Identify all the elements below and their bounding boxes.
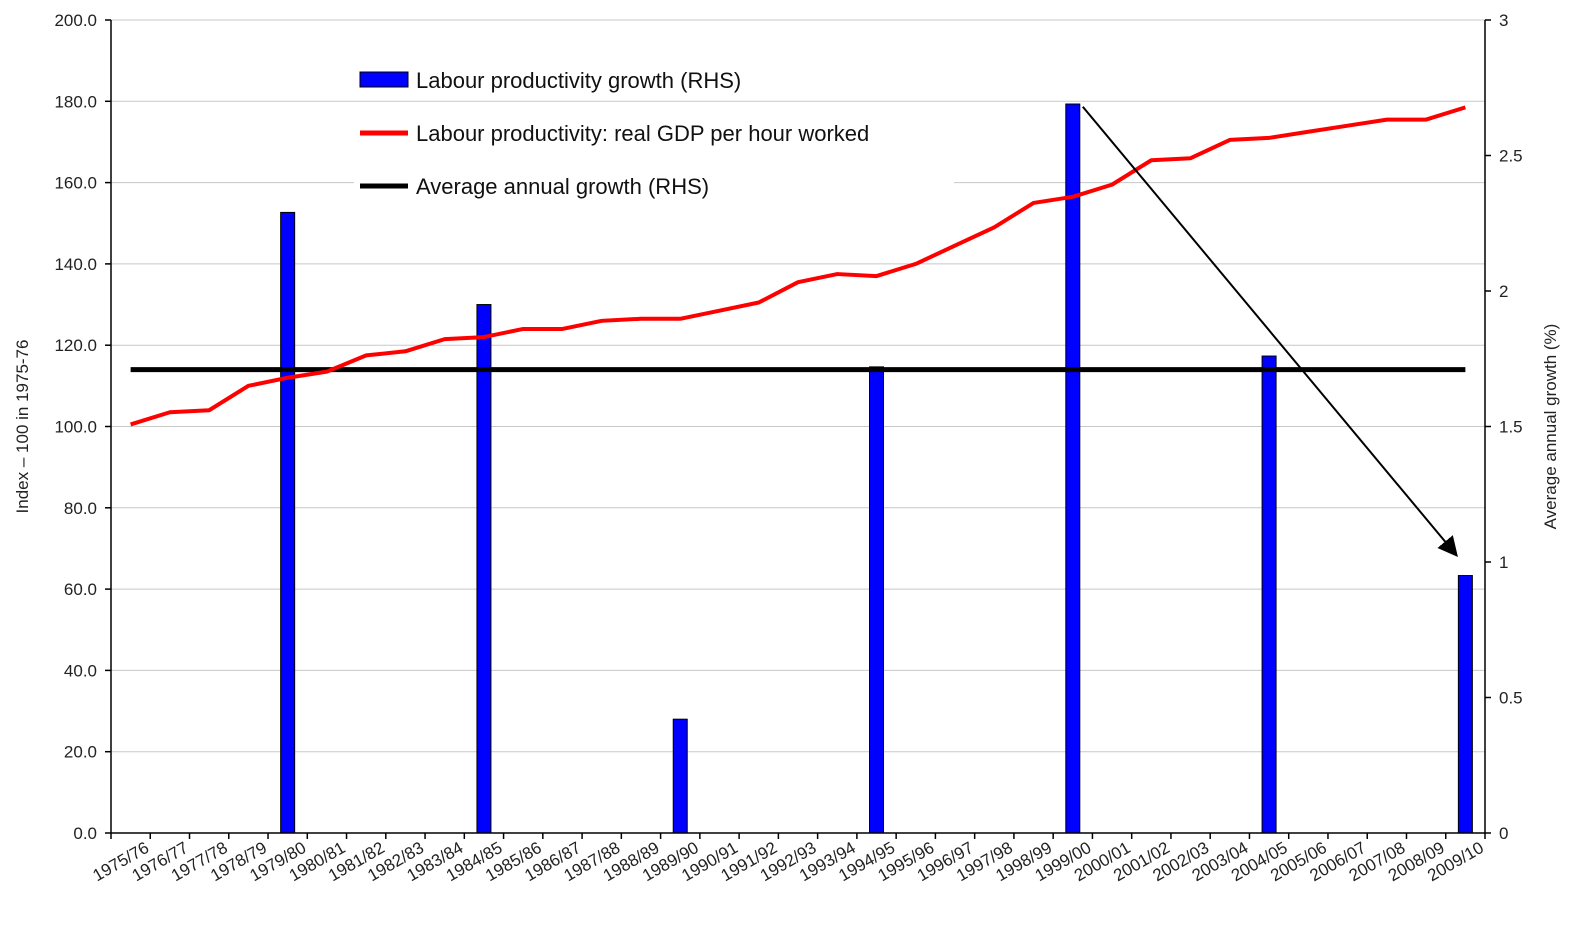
left-tick-label: 140.0 [54, 255, 97, 274]
left-axis-title: Index – 100 in 1975-76 [13, 340, 32, 514]
right-axis-title: Average annual growth (%) [1541, 324, 1560, 530]
right-tick-label: 1.5 [1499, 418, 1523, 437]
bar [1065, 103, 1081, 834]
bar [869, 366, 885, 834]
left-tick-label: 180.0 [54, 92, 97, 111]
left-tick-label: 100.0 [54, 418, 97, 437]
right-tick-label: 2.5 [1499, 147, 1523, 166]
legend-item-background [354, 67, 954, 99]
bar [672, 718, 688, 834]
right-tick-label: 2 [1499, 282, 1508, 301]
annotations [1082, 106, 1458, 557]
right-tick-label: 3 [1499, 11, 1508, 30]
bar [476, 304, 492, 834]
bar [1261, 355, 1277, 834]
legend-label: Labour productivity: real GDP per hour w… [416, 121, 869, 146]
bar [1457, 575, 1473, 834]
bars [280, 103, 1473, 834]
left-tick-label: 160.0 [54, 174, 97, 193]
right-tick-label: 0.5 [1499, 689, 1523, 708]
legend-swatch-bar [359, 71, 409, 88]
left-tick-label: 0.0 [73, 824, 97, 843]
right-tick-label: 0 [1499, 824, 1508, 843]
right-tick-label: 1 [1499, 553, 1508, 572]
legend: Labour productivity growth (RHS) Labour p… [354, 67, 954, 205]
left-tick-label: 200.0 [54, 11, 97, 30]
legend-label: Average annual growth (RHS) [416, 174, 709, 199]
left-tick-label: 120.0 [54, 336, 97, 355]
legend-item-background [354, 120, 954, 152]
productivity-line [130, 105, 1466, 427]
productivity-series-line [130, 105, 1466, 427]
left-tick-label: 20.0 [64, 743, 97, 762]
bar [280, 211, 296, 834]
legend-label: Labour productivity growth (RHS) [416, 68, 741, 93]
gridlines [111, 19, 1485, 753]
legend-item-background [354, 173, 954, 205]
left-tick-label: 60.0 [64, 580, 97, 599]
decline-arrow [1082, 106, 1458, 557]
left-tick-label: 40.0 [64, 661, 97, 680]
left-tick-label: 80.0 [64, 499, 97, 518]
